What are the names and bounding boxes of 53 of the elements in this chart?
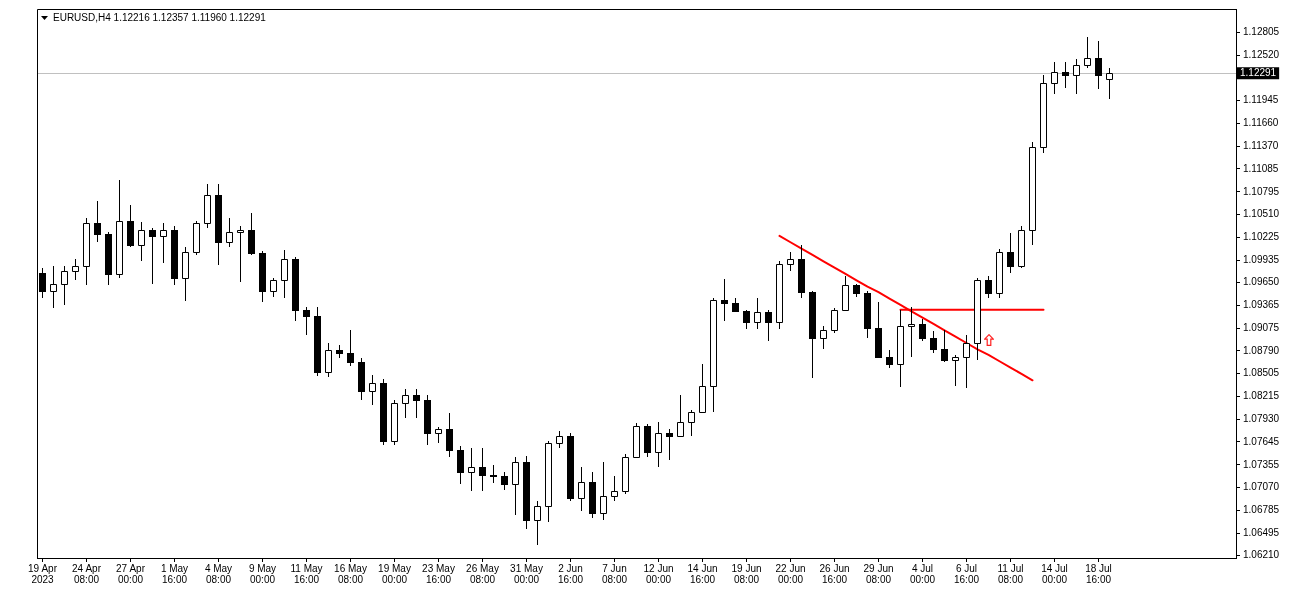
y-tick-label: 1.07355: [1243, 458, 1280, 470]
x-tick-label: 14 Jun 16:00: [687, 563, 718, 586]
chart-title: EURUSD,H4 1.12216 1.12357 1.11960 1.12291: [53, 12, 266, 24]
y-tick-label: 1.09365: [1243, 299, 1280, 311]
y-tick-label: 1.11660: [1243, 116, 1279, 128]
x-tick-label: 4 Jul 00:00: [909, 563, 936, 586]
x-tick-label: 26 Jun 16:00: [819, 563, 850, 586]
x-tick-label: 6 Jul 16:00: [953, 563, 980, 586]
y-tick-label: 1.09650: [1243, 276, 1280, 288]
x-tick-label: 29 Jun 08:00: [863, 563, 894, 586]
x-tick-label: 31 May 00:00: [510, 563, 543, 586]
y-tick-label: 1.08215: [1243, 390, 1280, 402]
x-tick-label: 24 Apr 08:00: [72, 563, 102, 586]
x-tick-label: 4 May 08:00: [204, 563, 233, 586]
y-tick-label: 1.07645: [1243, 435, 1280, 447]
y-tick-label: 1.10510: [1243, 208, 1280, 220]
x-tick-label: 14 Jul 00:00: [1041, 563, 1068, 586]
y-tick-label: 1.07930: [1243, 412, 1280, 424]
x-tick-label: 7 Jun 08:00: [601, 563, 628, 586]
x-tick-label: 26 May 08:00: [466, 563, 499, 586]
y-tick-label: 1.11945: [1243, 94, 1279, 106]
y-tick-label: 1.09935: [1243, 253, 1280, 265]
x-tick-label: 18 Jul 16:00: [1085, 563, 1112, 586]
y-tick-label: 1.10225: [1243, 230, 1280, 242]
x-tick-label: 12 Jun 00:00: [643, 563, 674, 586]
x-tick-label: 19 Jun 08:00: [731, 563, 762, 586]
y-tick-label: 1.08790: [1243, 344, 1280, 356]
y-tick-label: 1.09075: [1243, 322, 1280, 334]
y-tick-label: 1.12805: [1243, 26, 1280, 38]
x-tick-label: 11 Jul 08:00: [997, 563, 1024, 586]
y-tick-label: 1.06495: [1243, 526, 1280, 538]
x-tick-label: 16 May 08:00: [334, 563, 367, 586]
y-tick-label: 1.11085: [1243, 162, 1279, 174]
x-tick-label: 9 May 00:00: [248, 563, 277, 586]
y-tick-label: 1.08505: [1243, 367, 1280, 379]
x-tick-label: 19 May 00:00: [378, 563, 411, 586]
y-tick-label: 1.07070: [1243, 481, 1280, 493]
y-tick-label: 1.10795: [1243, 185, 1280, 197]
y-tick-label: 1.11370: [1243, 140, 1279, 151]
x-tick-label: 23 May 16:00: [422, 563, 455, 586]
y-tick-label: 1.06785: [1243, 503, 1280, 515]
candlestick: [237, 226, 244, 282]
x-tick-label: 22 Jun 00:00: [775, 563, 806, 586]
y-tick-label: 1.06210: [1243, 549, 1280, 561]
candlestick: [721, 279, 728, 321]
x-tick-label: 27 Apr 00:00: [116, 563, 146, 586]
x-tick-label: 1 May 16:00: [160, 563, 189, 586]
candlestick: [908, 307, 915, 357]
x-tick-label: 19 Apr 2023: [28, 563, 58, 586]
x-tick-label: 11 May 16:00: [290, 563, 323, 586]
x-tick-label: 2 Jun 16:00: [557, 563, 584, 586]
y-tick-label: 1.12520: [1243, 48, 1280, 60]
ref-line-label: 1.12291: [1240, 66, 1277, 78]
